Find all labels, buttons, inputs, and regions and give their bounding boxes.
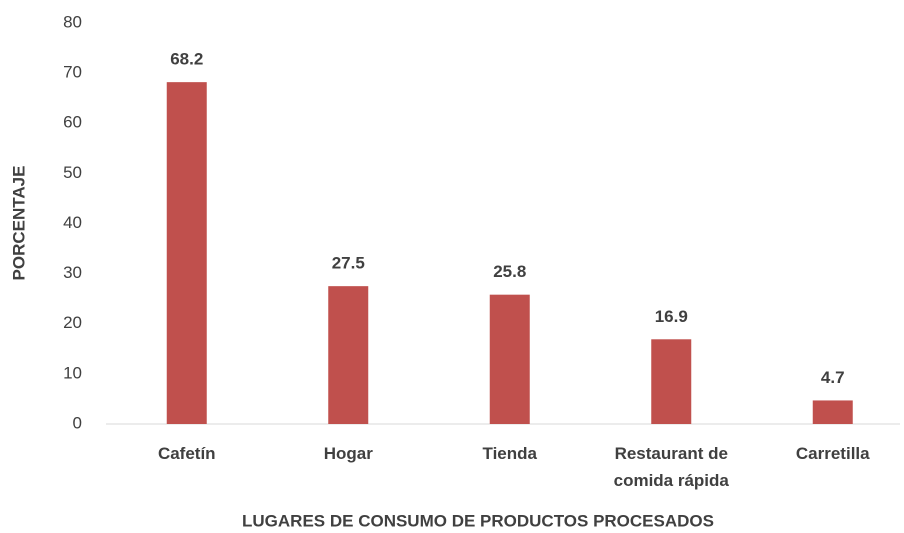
- y-tick-label: 70: [63, 63, 82, 82]
- y-tick-label: 40: [63, 213, 82, 232]
- data-label: 25.8: [493, 262, 526, 281]
- data-label: 4.7: [821, 368, 845, 387]
- bar: [812, 400, 853, 424]
- bar: [489, 294, 530, 424]
- y-axis-title: PORCENTAJE: [9, 166, 28, 281]
- data-label: 16.9: [655, 307, 688, 326]
- data-label: 68.2: [170, 50, 203, 69]
- y-tick-label: 0: [73, 413, 82, 432]
- y-tick-label: 50: [63, 163, 82, 182]
- x-tick-label: Hogar: [323, 444, 373, 463]
- y-tick-label: 10: [63, 363, 82, 382]
- y-tick-label: 60: [63, 113, 82, 132]
- x-tick-label: Restaurant de comida rápida: [613, 444, 729, 490]
- x-tick-label: Carretilla: [795, 444, 870, 463]
- y-tick-label: 30: [63, 263, 82, 282]
- data-label: 27.5: [332, 254, 365, 273]
- x-tick-label: Cafetín: [157, 444, 216, 463]
- bar: [166, 82, 207, 425]
- y-tick-label: 20: [63, 313, 82, 332]
- x-tick-label: Tienda: [482, 444, 537, 463]
- y-tick-label: 80: [63, 12, 82, 31]
- bar: [328, 286, 369, 424]
- bar: [651, 339, 692, 424]
- x-axis-title: LUGARES DE CONSUMO DE PRODUCTOS PROCESAD…: [242, 511, 714, 530]
